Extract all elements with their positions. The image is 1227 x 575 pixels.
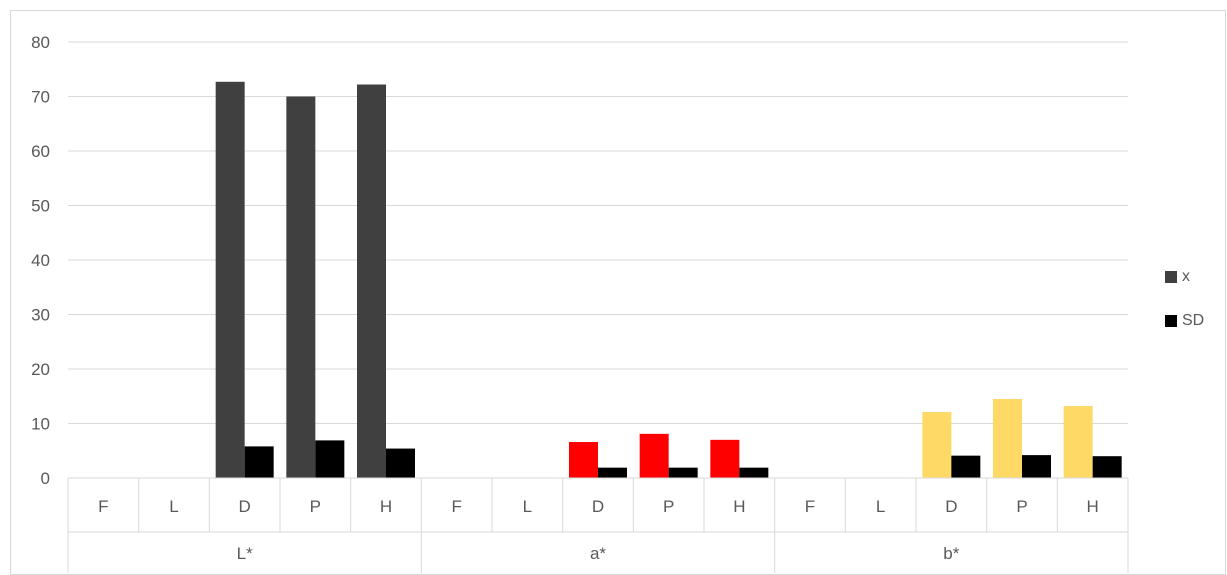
bar-x-bstar-D <box>922 412 952 478</box>
legend: x SD <box>1165 268 1204 332</box>
legend-label-sd: SD <box>1182 312 1205 329</box>
group-label: a* <box>590 544 606 563</box>
group-label: L* <box>237 544 253 563</box>
x-tick-label: L <box>523 497 532 516</box>
bar-sd-Lstar-P <box>315 440 345 478</box>
x-tick-label: F <box>451 497 461 516</box>
x-tick-label: H <box>380 497 392 516</box>
x-tick-label: F <box>98 497 108 516</box>
axis-labels: 0 10 20 30 40 50 60 70 80 F L D P H F L D P H F L D P H L* a* b* <box>31 33 1099 563</box>
y-tick-label: 70 <box>31 88 50 107</box>
y-tick-label: 80 <box>31 33 50 52</box>
bars <box>215 81 1122 478</box>
bar-x-astar-D <box>569 442 598 478</box>
bar-x-astar-P <box>639 433 669 478</box>
x-tick-label: P <box>663 497 674 516</box>
y-tick-label: 50 <box>31 197 50 216</box>
y-tick-label: 10 <box>31 415 50 434</box>
legend-swatch-x <box>1165 271 1177 283</box>
bar-x-bstar-P <box>993 398 1022 478</box>
legend-item-sd: SD <box>1165 312 1204 332</box>
bar-sd-astar-P <box>668 467 698 478</box>
y-tick-label: 40 <box>31 251 50 270</box>
bar-x-Lstar-D <box>215 81 245 478</box>
bar-sd-astar-H <box>739 467 769 478</box>
legend-swatch-sd <box>1165 315 1177 327</box>
y-tick-label: 60 <box>31 142 50 161</box>
x-tick-label: L <box>169 497 178 516</box>
x-tick-label: D <box>592 497 604 516</box>
bar-sd-bstar-H <box>1092 456 1122 478</box>
x-tick-label: H <box>1087 497 1099 516</box>
x-tick-label: D <box>945 497 957 516</box>
x-tick-label: D <box>239 497 251 516</box>
bar-sd-astar-D <box>598 467 627 478</box>
y-tick-label: 20 <box>31 360 50 379</box>
legend-label-x: x <box>1182 268 1190 285</box>
x-tick-label: F <box>805 497 815 516</box>
y-tick-label: 0 <box>41 469 50 488</box>
bar-sd-Lstar-D <box>244 446 274 478</box>
legend-item-x: x <box>1165 268 1204 288</box>
x-tick-label: P <box>1016 497 1027 516</box>
axes <box>67 477 1129 573</box>
bar-sd-bstar-D <box>951 455 981 478</box>
x-tick-label: H <box>733 497 745 516</box>
bar-x-bstar-H <box>1063 406 1093 478</box>
x-tick-label: L <box>876 497 885 516</box>
bar-sd-bstar-P <box>1022 455 1051 478</box>
y-tick-label: 30 <box>31 306 50 325</box>
group-label: b* <box>943 544 959 563</box>
bar-x-Lstar-P <box>286 96 316 478</box>
bar-x-astar-H <box>710 439 740 478</box>
bar-x-Lstar-H <box>357 84 386 478</box>
bar-sd-Lstar-H <box>386 448 415 478</box>
x-tick-label: P <box>310 497 321 516</box>
